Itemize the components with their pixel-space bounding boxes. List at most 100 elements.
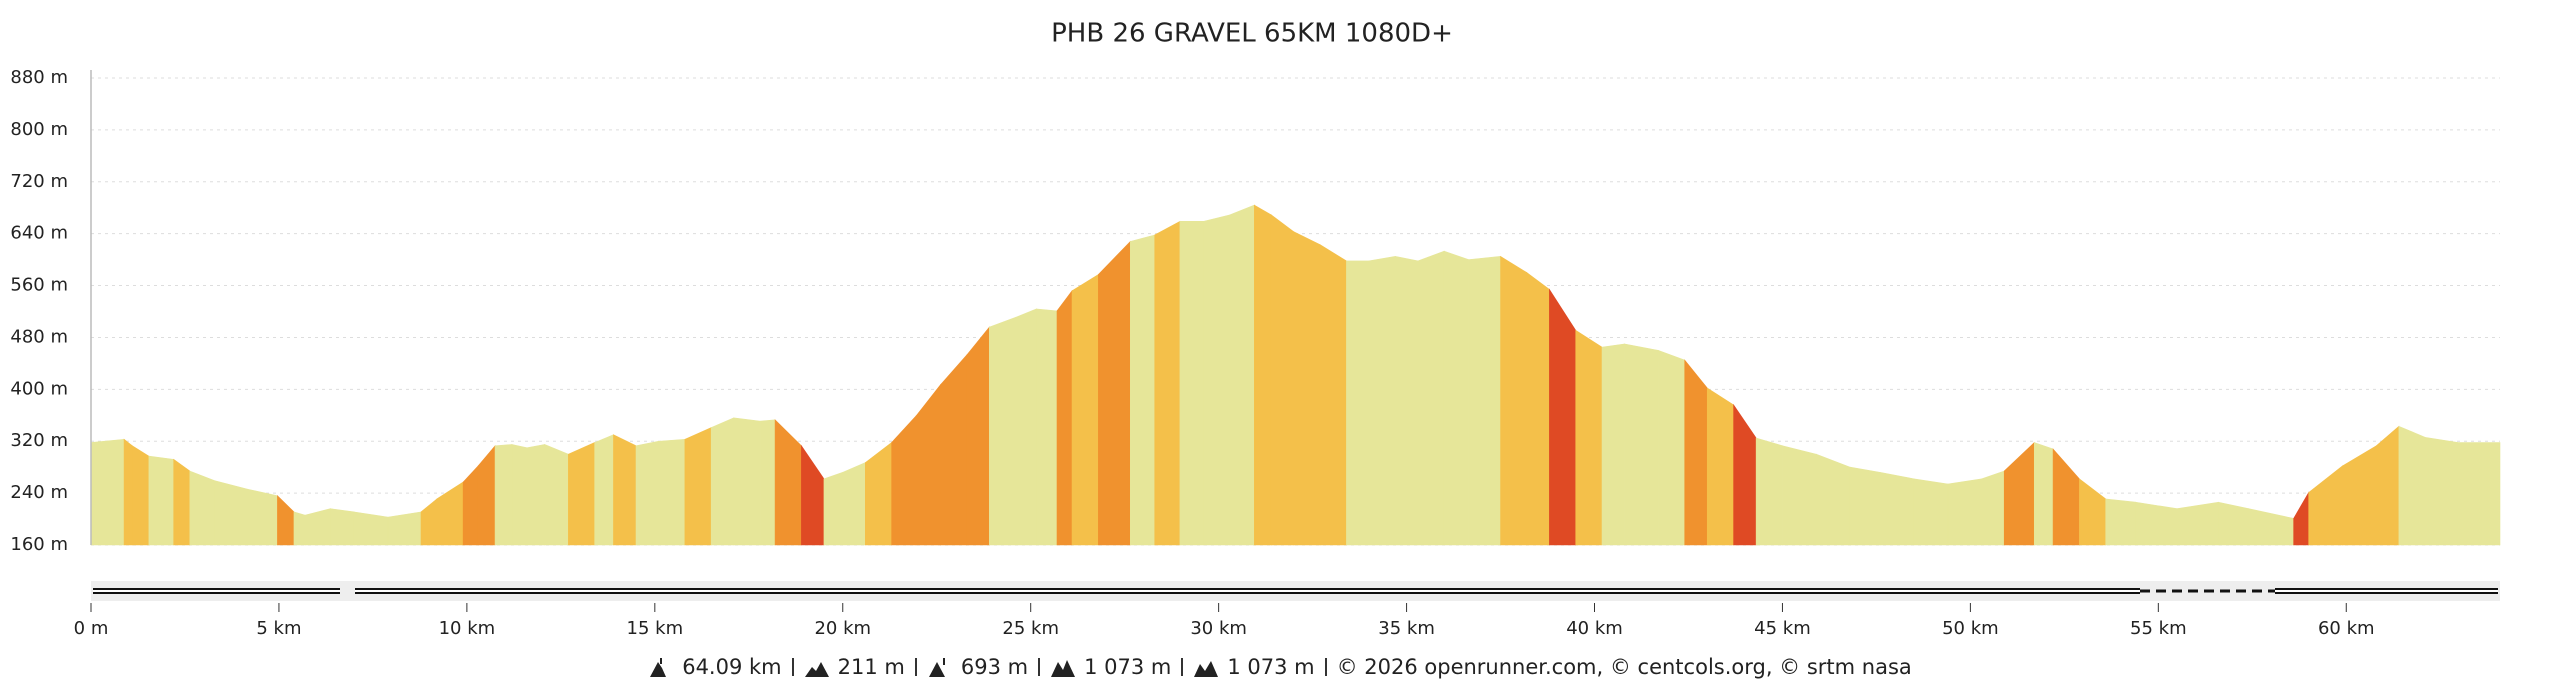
y-tick-label: 640 m [10,223,68,244]
elevation-area [915,383,941,546]
y-tick-label: 560 m [10,275,68,296]
elevation-area [173,458,191,546]
elevation-area [1526,271,1550,546]
surface-strip [91,581,2500,601]
x-tick-label: 50 km [1942,618,1999,639]
elevation-area [1879,471,1915,546]
elevation-area [1036,308,1058,546]
elevation-area [2457,442,2501,546]
elevation-area [1293,231,1321,546]
elevation-area [387,511,422,546]
elevation-area [526,444,545,546]
stat-icon [928,658,945,677]
elevation-area [353,511,389,546]
elevation-area [90,438,125,546]
elevation-area [2376,425,2400,546]
chart: PHB 26 GRAVEL 65KM 1080D+ 160 m 240 m 320 … [10,19,2501,639]
credits: © 2026 openrunner.com, © centcols.org, ©… [1336,655,1912,679]
x-tick-label: 55 km [2130,618,2187,639]
x-tick-label: 30 km [1190,618,1247,639]
stat-icon [1051,660,1076,677]
elevation-area [2052,448,2080,546]
x-tick-label: 25 km [1002,618,1059,639]
elevation-area [801,444,825,546]
elevation-area [1394,256,1419,546]
footer-stat: 693 m [927,655,1050,679]
elevation-area [2342,445,2377,546]
x-tick-label: 15 km [627,618,684,639]
elevation-area [511,444,528,546]
elevation-area [436,481,464,546]
elevation-area [594,434,614,546]
y-tick-label: 160 m [10,534,68,555]
elevation-area [2398,425,2426,546]
elevation-area [494,444,513,546]
elevation-area [1947,478,1982,546]
stat-value: 64.09 km [682,655,782,679]
elevation-area [1658,349,1686,546]
stat-icon [1194,661,1219,677]
elevation-area [1981,470,2005,546]
elevation-area [1549,288,1577,546]
elevation-area [842,462,866,546]
stat-value: 211 m [837,655,905,679]
elevation-area [568,442,595,546]
elevation-area [1601,343,1625,546]
elevation-area [1056,289,1073,546]
y-tick-label: 320 m [10,430,68,451]
stat-icon [650,658,667,677]
elevation-area [1154,220,1181,546]
elevation-area [1684,359,1708,546]
elevation-area [891,415,917,546]
elevation-area [123,438,133,546]
elevation-area [710,417,735,546]
elevation-area [420,498,438,546]
elevation-area [1443,250,1469,546]
elevation-area [1575,329,1603,546]
elevation-area [1319,244,1347,546]
elevation-area [658,438,686,546]
elevation-area [1254,204,1272,546]
footer-stat: 64.09 km [648,655,803,679]
elevation-area [1229,204,1255,546]
elevation-area [635,440,659,546]
elevation-area [1468,256,1501,546]
footer: 64.09 km 211 m 693 m 1 073 m 1 073 m © 2026 o… [0,652,2560,682]
elevation-area [1203,214,1231,546]
elevation-area [1270,214,1295,546]
x-tick-label: 20 km [814,618,871,639]
elevation-area [2176,501,2219,546]
elevation-area [1815,453,1851,546]
elevation-area [1733,403,1757,546]
elevation-area [189,470,216,546]
elevation-area [277,494,295,546]
elevation-area [2135,501,2178,546]
elevation-area [1500,255,1528,546]
x-tick-label: 5 km [256,618,301,639]
elevation-area [132,445,150,546]
elevation-area [544,444,569,546]
x-tick-label: 0 m [74,618,109,639]
elevation-area [2293,491,2309,546]
elevation-area [684,427,712,546]
elevation-area [214,480,249,546]
stat-value: 1 073 m [1227,655,1315,679]
y-tick-label: 800 m [10,119,68,140]
y-tick-label: 720 m [10,171,68,192]
elevation-area [2424,436,2459,546]
elevation-area [865,441,892,546]
elevation-area [759,419,776,546]
footer-stat: 1 073 m [1050,655,1193,679]
elevation-area [1417,250,1445,546]
elevation-area [2218,501,2249,546]
elevation-area [304,508,331,546]
elevation-area [1706,387,1734,546]
elevation-area [1015,308,1037,546]
elevation-area [1368,256,1396,546]
elevation-area [733,417,761,546]
stat-value: 1 073 m [1084,655,1172,679]
elevation-area [1098,240,1131,546]
y-tick-label: 880 m [10,67,68,88]
elevation-area [2308,465,2343,546]
elevation-area [2003,441,2035,546]
